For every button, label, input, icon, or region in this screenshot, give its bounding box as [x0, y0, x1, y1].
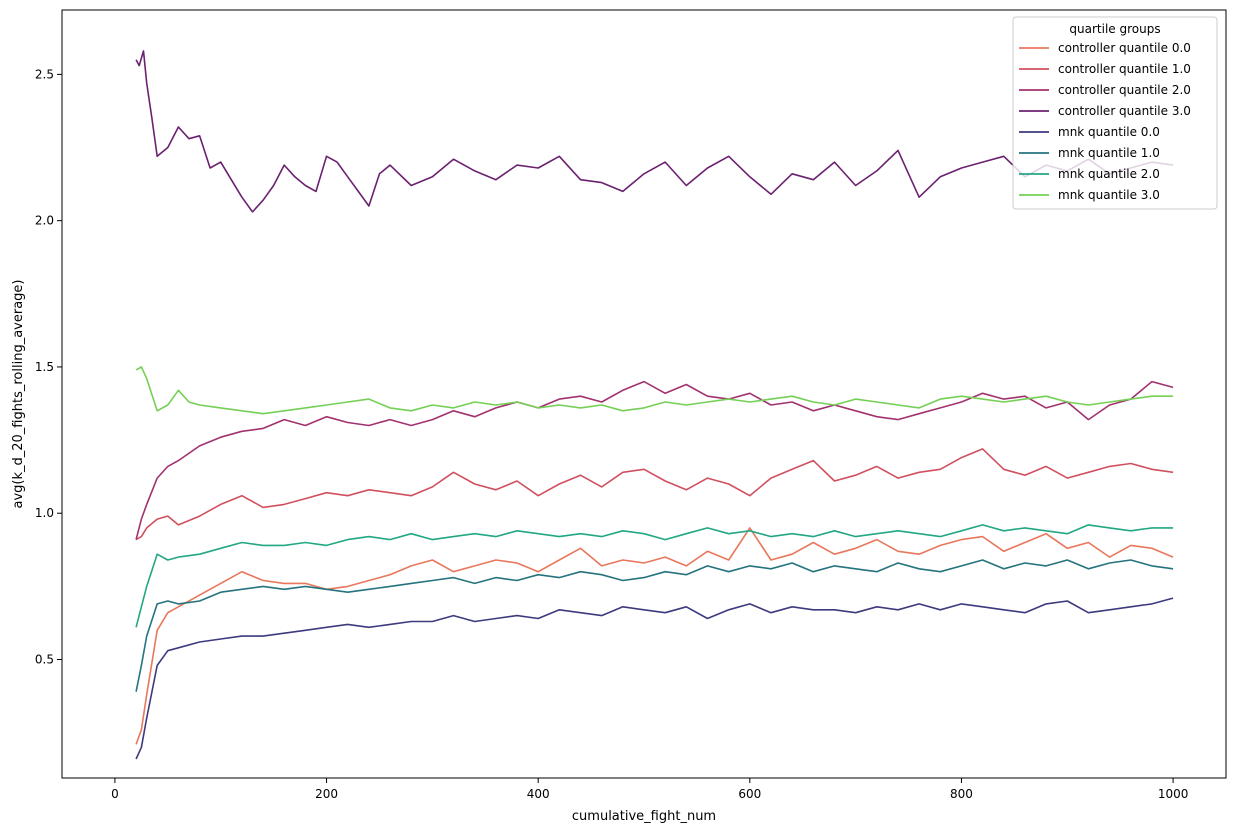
x-axis: 0 200 400 600 800 1000: [111, 778, 1188, 801]
x-tick-label: 800: [950, 787, 973, 801]
legend-label: controller quantile 2.0: [1058, 83, 1191, 97]
series-line-5: [135, 559, 1174, 692]
legend-label: mnk quantile 2.0: [1058, 167, 1160, 181]
legend-label: mnk quantile 3.0: [1058, 188, 1160, 202]
y-tick-label: 2.0: [35, 214, 54, 228]
series-lines: [135, 50, 1174, 760]
x-tick-label: 200: [315, 787, 338, 801]
series-line-7: [135, 366, 1174, 415]
series-line-4: [135, 597, 1174, 760]
x-tick-label: 0: [111, 787, 119, 801]
legend-box: [1012, 16, 1218, 210]
legend-label: mnk quantile 0.0: [1058, 125, 1160, 139]
series-line-0: [135, 527, 1174, 745]
legend-label: controller quantile 3.0: [1058, 104, 1191, 118]
x-tick-label: 1000: [1158, 787, 1189, 801]
series-line-1: [135, 448, 1174, 541]
y-tick-label: 0.5: [35, 653, 54, 667]
series-line-3: [135, 50, 1174, 213]
y-axis: 0.5 1.0 1.5 2.0 2.5: [35, 67, 62, 667]
x-axis-label: cumulative_fight_num: [572, 809, 716, 824]
y-tick-label: 1.0: [35, 506, 54, 520]
legend-label: controller quantile 0.0: [1058, 41, 1191, 55]
legend-label: controller quantile 1.0: [1058, 62, 1191, 76]
y-axis-label: avg(k_d_20_fights_rolling_average): [11, 280, 26, 509]
series-line-6: [135, 524, 1174, 628]
legend: quartile groups controller quantile 0.0 co…: [1012, 16, 1218, 210]
x-tick-label: 600: [738, 787, 761, 801]
y-tick-label: 2.5: [35, 67, 54, 81]
legend-title: quartile groups: [1069, 22, 1160, 36]
y-tick-label: 1.5: [35, 360, 54, 374]
series-line-2: [135, 380, 1174, 540]
x-tick-label: 400: [527, 787, 550, 801]
legend-label: mnk quantile 1.0: [1058, 146, 1160, 160]
plot-frame: [61, 9, 1227, 779]
